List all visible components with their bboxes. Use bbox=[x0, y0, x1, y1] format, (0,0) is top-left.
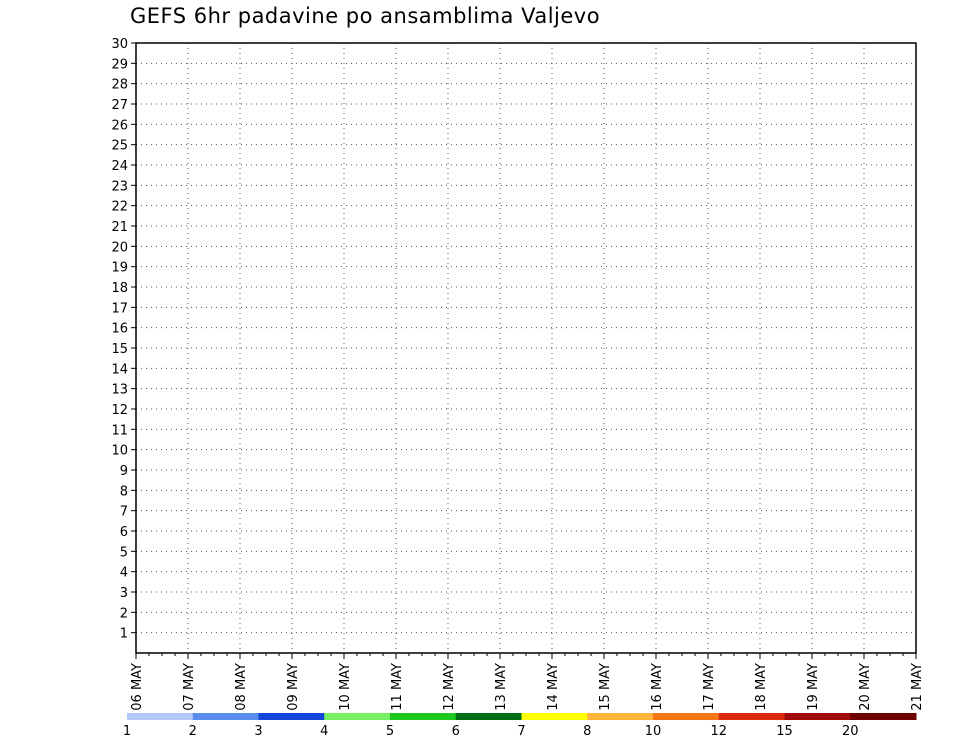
x-tick-label: 10 MAY bbox=[338, 663, 353, 711]
y-tick-label: 6 bbox=[120, 525, 128, 540]
x-tick-label: 15 MAY bbox=[598, 663, 613, 711]
y-tick-label: 21 bbox=[111, 220, 128, 235]
y-tick-label: 30 bbox=[111, 37, 128, 52]
x-tick-label: 11 MAY bbox=[390, 663, 405, 711]
colorbar-label: 6 bbox=[452, 724, 460, 739]
y-tick-label: 3 bbox=[120, 586, 128, 601]
y-tick-label: 20 bbox=[111, 240, 128, 255]
y-tick-label: 9 bbox=[120, 464, 128, 479]
y-tick-label: 29 bbox=[111, 57, 128, 72]
colorbar-label: 3 bbox=[254, 724, 262, 739]
colorbar-swatch bbox=[653, 713, 720, 720]
y-tick-label: 24 bbox=[111, 159, 128, 174]
y-tick-label: 23 bbox=[111, 179, 128, 194]
y-axis: 1234567891011121314151617181920212223242… bbox=[111, 37, 136, 642]
colorbar-label: 8 bbox=[583, 724, 591, 739]
y-tick-label: 22 bbox=[111, 200, 128, 215]
y-tick-label: 10 bbox=[111, 444, 128, 459]
colorbar-swatch bbox=[784, 713, 851, 720]
y-tick-label: 8 bbox=[120, 484, 128, 499]
colorbar-label: 20 bbox=[842, 724, 859, 739]
colorbar-label: 7 bbox=[517, 724, 525, 739]
x-tick-label: 18 MAY bbox=[754, 663, 769, 711]
colorbar-swatch bbox=[324, 713, 391, 720]
x-tick-label: 12 MAY bbox=[442, 663, 457, 711]
y-tick-label: 16 bbox=[111, 322, 128, 337]
y-tick-label: 19 bbox=[111, 261, 128, 276]
colorbar: 1 2 3 4 5 6 7 8 10 12 15 20 bbox=[123, 713, 917, 739]
colorbar-swatch bbox=[718, 713, 785, 720]
colorbar-swatch bbox=[455, 713, 522, 720]
colorbar-label: 2 bbox=[189, 724, 197, 739]
chart-title: GEFS 6hr padavine po ansamblima Valjevo bbox=[130, 4, 601, 28]
x-tick-label: 06 MAY bbox=[130, 663, 145, 711]
y-tick-label: 25 bbox=[111, 139, 128, 154]
y-tick-label: 28 bbox=[111, 78, 128, 93]
colorbar-label: 10 bbox=[645, 724, 662, 739]
colorbar-swatch bbox=[390, 713, 457, 720]
colorbar-swatch bbox=[850, 713, 917, 720]
y-tick-label: 12 bbox=[111, 403, 128, 418]
y-tick-label: 13 bbox=[111, 383, 128, 398]
y-tick-label: 2 bbox=[120, 606, 128, 621]
x-tick-label: 13 MAY bbox=[494, 663, 509, 711]
colorbar-label: 15 bbox=[776, 724, 793, 739]
y-tick-label: 27 bbox=[111, 98, 128, 113]
colorbar-swatch bbox=[587, 713, 654, 720]
y-tick-label: 17 bbox=[111, 301, 128, 316]
colorbar-label: 4 bbox=[320, 724, 328, 739]
grid-lines bbox=[136, 42, 916, 653]
x-tick-label: 19 MAY bbox=[806, 663, 821, 711]
y-tick-label: 4 bbox=[120, 566, 128, 581]
y-tick-label: 5 bbox=[120, 545, 128, 560]
colorbar-swatch bbox=[521, 713, 588, 720]
x-tick-label: 14 MAY bbox=[546, 663, 561, 711]
colorbar-label: 1 bbox=[123, 724, 131, 739]
colorbar-swatch bbox=[192, 713, 259, 720]
x-axis: 06 MAY 07 MAY 08 MAY 09 MAY 10 MAY 11 MAY 12 M… bbox=[130, 653, 925, 711]
colorbar-swatch bbox=[127, 713, 194, 720]
colorbar-label: 5 bbox=[386, 724, 394, 739]
x-tick-label: 17 MAY bbox=[702, 663, 717, 711]
y-tick-label: 26 bbox=[111, 118, 128, 133]
x-tick-label: 21 MAY bbox=[910, 663, 925, 711]
colorbar-swatch bbox=[258, 713, 325, 720]
y-tick-label: 18 bbox=[111, 281, 128, 296]
y-tick-label: 1 bbox=[120, 627, 128, 642]
x-tick-label: 09 MAY bbox=[286, 663, 301, 711]
colorbar-label: 12 bbox=[710, 724, 727, 739]
x-tick-label: 16 MAY bbox=[650, 663, 665, 711]
y-tick-label: 7 bbox=[120, 505, 128, 520]
x-tick-label: 08 MAY bbox=[234, 663, 249, 711]
x-tick-label: 07 MAY bbox=[182, 663, 197, 711]
y-tick-label: 15 bbox=[111, 342, 128, 357]
x-tick-label: 20 MAY bbox=[858, 663, 873, 711]
y-tick-label: 11 bbox=[111, 423, 128, 438]
y-tick-label: 14 bbox=[111, 362, 128, 377]
